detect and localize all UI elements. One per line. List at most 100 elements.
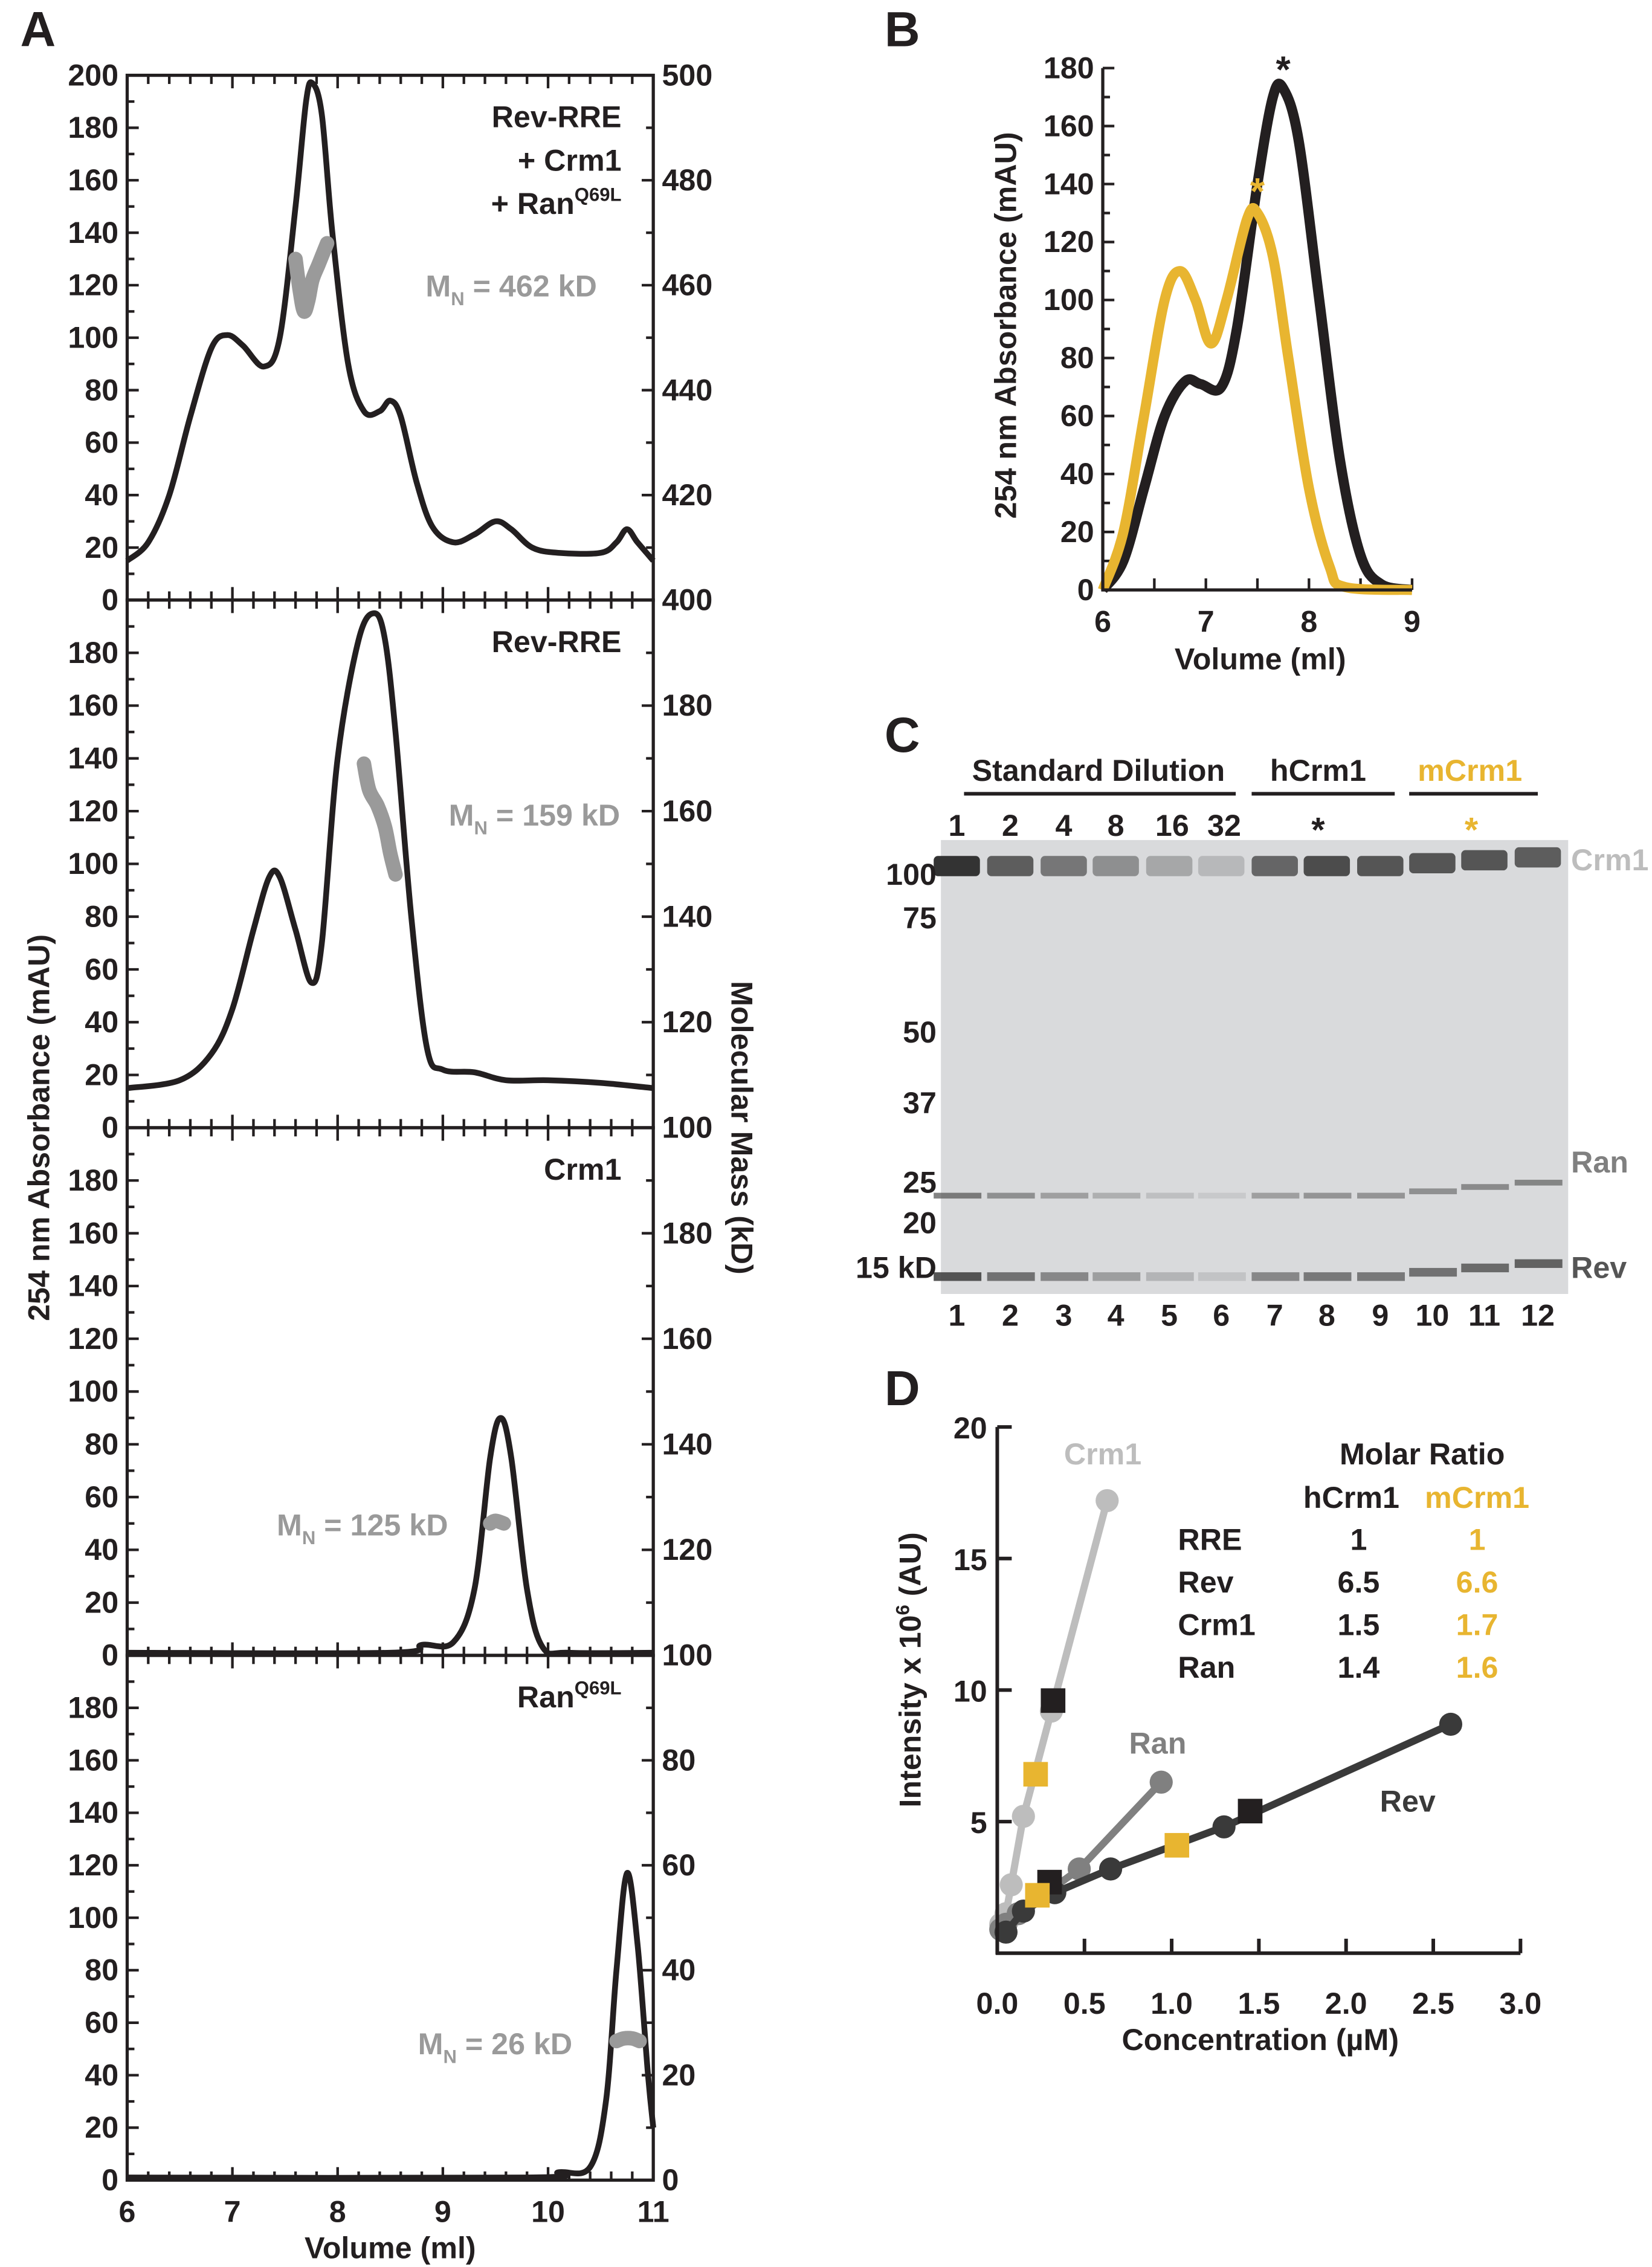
series-label: Crm1	[1064, 1437, 1141, 1471]
x-tick-label: 8	[1300, 604, 1317, 638]
y-tick-label: 40	[85, 1005, 118, 1039]
y-tick-label: 20	[85, 1585, 118, 1619]
y-tick-label: 60	[85, 1480, 118, 1514]
y2-tick-label: 480	[662, 163, 713, 197]
lane-number: 1	[949, 1299, 966, 1333]
subplot-title: + Crm1	[518, 143, 622, 177]
mn-sub: N	[451, 288, 464, 309]
y-tick-label: 20	[85, 2110, 118, 2144]
rev-band	[1041, 1272, 1089, 1281]
panel-label-C: C	[885, 708, 920, 763]
hcrm1-star: *	[1311, 810, 1325, 849]
y-tick-label: 120	[68, 794, 118, 828]
crm1-band	[1409, 853, 1456, 873]
lane-number: 4	[1108, 1299, 1124, 1333]
crm1-band	[1303, 856, 1350, 876]
y2-tick-label: 20	[662, 2058, 696, 2092]
peak-star: *	[1276, 50, 1291, 91]
molar-mass-trace	[357, 756, 403, 882]
dilution-label: 32	[1207, 809, 1241, 842]
data-point-rev	[994, 1920, 1018, 1944]
lane-number: 5	[1161, 1299, 1178, 1333]
y2-tick-label: 400	[662, 583, 713, 617]
x-tick-label: 3.0	[1499, 1987, 1541, 2020]
y-tick-label: 0	[102, 2163, 118, 2197]
ran-band	[1357, 1192, 1405, 1199]
panel-d: 5 10 15 20 0.0 0.5 1.0 1.5 2.0 2.5 3.0 Concentratio…	[892, 1411, 1542, 2057]
y-tick-label: 140	[68, 1796, 118, 1829]
panel-label-D: D	[885, 1361, 920, 1416]
marker-label: 75	[903, 901, 937, 935]
y-label-main: Intensity x 10	[894, 1615, 928, 1807]
y-tick-label: 180	[68, 111, 118, 144]
marker-label: 20	[903, 1206, 937, 1240]
gel-image	[941, 839, 1569, 1295]
y-tick-label: 15	[953, 1543, 987, 1577]
ran-band	[1409, 1188, 1457, 1194]
ran-band	[1146, 1192, 1194, 1199]
x-tick-label: 9	[1404, 604, 1421, 638]
plot-frame	[125, 1126, 655, 1657]
absorbance-trace	[127, 1415, 654, 1657]
data-point-crm1	[1012, 1805, 1035, 1828]
crm1-band	[1357, 856, 1404, 876]
mn-sub: N	[474, 817, 488, 838]
ran-band	[1514, 1180, 1563, 1186]
subplot-title-text: + Ran	[491, 187, 575, 221]
lane-number: 9	[1372, 1299, 1389, 1333]
y-tick-label: 120	[68, 1848, 118, 1882]
y2-tick-label: 440	[662, 373, 713, 407]
y-tick-label: 100	[68, 1374, 118, 1408]
trace-hcrm1	[1099, 79, 1413, 595]
y-tick-label: 120	[1044, 225, 1094, 259]
y-tick-label: 120	[68, 1322, 118, 1356]
lane-number: 12	[1521, 1299, 1555, 1333]
lane-number: 6	[1213, 1299, 1230, 1333]
subplot-4: 0 20 40 60 80 100 120 140 160 180 0 20 40 60 80 RanQ69L…	[68, 1654, 696, 2197]
x-tick-label: 0.5	[1063, 1987, 1106, 2020]
y2-tick-label: 120	[662, 1533, 713, 1567]
x-axis-label: Volume (ml)	[1175, 642, 1346, 676]
lane-number: 2	[1002, 1299, 1019, 1333]
ran-band	[1041, 1192, 1089, 1199]
rev-band	[987, 1272, 1035, 1281]
table-value-hcrm1: 1.4	[1338, 1651, 1380, 1684]
crm1-band	[987, 856, 1034, 876]
y2-tick-label: 0	[662, 2163, 679, 2197]
x-tick-label: 1.0	[1150, 1987, 1193, 2020]
molar-mass-trace	[609, 2031, 647, 2049]
data-point-rev	[1099, 1857, 1123, 1881]
x-axis-label: Concentration (µM)	[1122, 2023, 1399, 2057]
y2-tick-label: 420	[662, 478, 713, 512]
subplot-title-text: + Crm1	[518, 143, 622, 177]
y-tick-label: 20	[953, 1411, 987, 1445]
subplot-title-text: Rev-RRE	[492, 625, 622, 659]
table-row-label: Rev	[1178, 1565, 1233, 1599]
y-tick-label: 0	[102, 1111, 118, 1145]
y-tick-label: 80	[85, 899, 118, 933]
y2-tick-label: 40	[662, 1953, 696, 1987]
ran-band	[987, 1192, 1035, 1199]
ran-band	[1303, 1192, 1352, 1199]
y2-tick-label: 460	[662, 268, 713, 302]
crm1-band	[1092, 856, 1139, 876]
rev-band	[1409, 1267, 1457, 1277]
mn-prefix: M	[277, 1508, 302, 1542]
rev-band	[1198, 1272, 1246, 1281]
absorbance-trace	[127, 1870, 656, 2181]
table-row-label: RRE	[1178, 1522, 1242, 1556]
mn-value: = 125 kD	[315, 1508, 448, 1542]
y-tick-label: 40	[85, 1533, 118, 1567]
x-axis-label: Volume (ml)	[305, 2231, 476, 2265]
y-tick-label: 180	[1044, 51, 1094, 85]
band-label: Ran	[1571, 1145, 1628, 1179]
ran-band	[1092, 1192, 1141, 1199]
table-value-mcrm1: 1	[1469, 1522, 1486, 1556]
plot-frame	[125, 1654, 655, 2182]
molar-mass-trace	[483, 1513, 511, 1531]
crm1-band	[1514, 847, 1561, 868]
table-header-hcrm1: hCrm1	[1303, 1481, 1399, 1515]
y-tick-label: 5	[970, 1806, 987, 1840]
ran-band	[1198, 1192, 1246, 1199]
x-tick-label: 2.0	[1325, 1987, 1367, 2020]
